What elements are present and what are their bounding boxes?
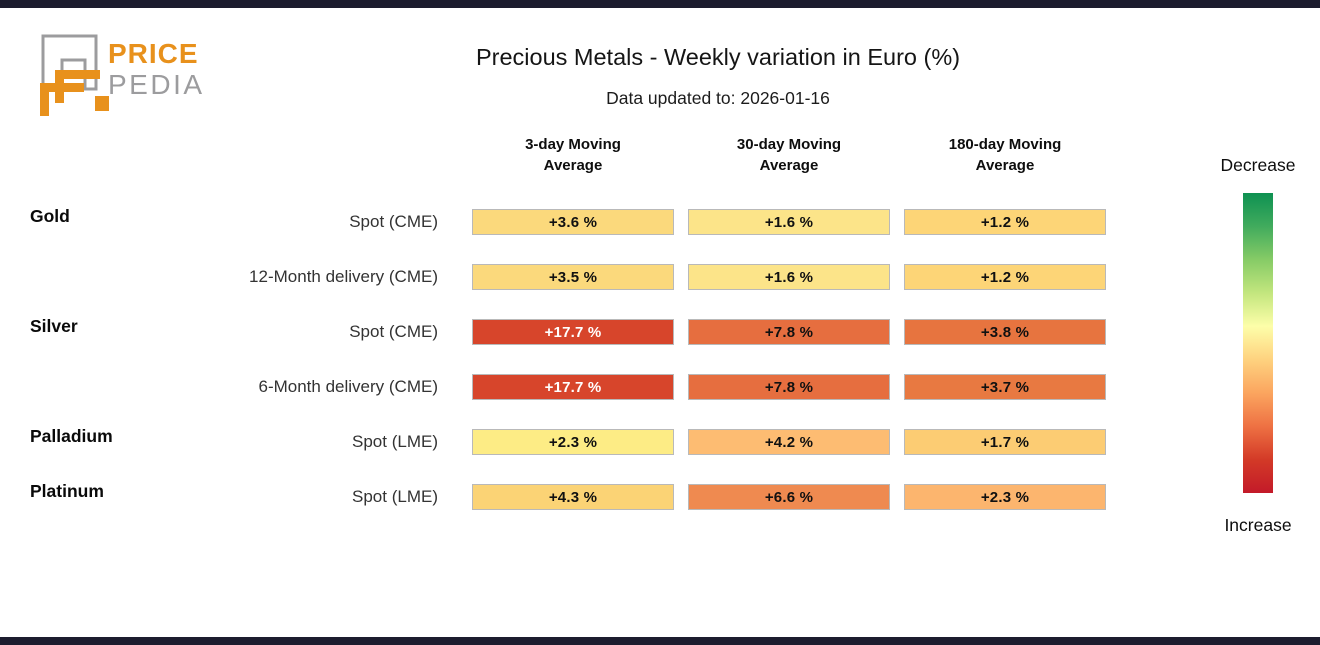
heatmap-cell-palladium-spot-3day: +2.3 %	[472, 429, 674, 455]
heatmap-cell-palladium-spot-30day: +4.2 %	[688, 429, 890, 455]
column-header-30day: 30-day Moving Average	[688, 130, 890, 180]
logo-word-pedia: PEDIA	[108, 69, 205, 100]
heatmap-cell-silver-6m-3day: +17.7 %	[472, 374, 674, 400]
pricepedia-logo: PRICE PEDIA	[38, 30, 205, 118]
contract-label: Spot (CME)	[349, 212, 438, 231]
row-label-silver-6month: 6-Month delivery (CME)	[30, 374, 458, 400]
pricepedia-logo-icon	[40, 34, 109, 116]
chart-subtitle: Data updated to: 2026-01-16	[606, 88, 830, 108]
heatmap-cell-platinum-spot-3day: +4.3 %	[472, 484, 674, 510]
heatmap-cell-platinum-spot-30day: +6.6 %	[688, 484, 890, 510]
column-header-label: 180-day Moving Average	[948, 136, 1062, 174]
heatmap-cell-gold-spot-30day: +1.6 %	[688, 209, 890, 235]
column-header-3day: 3-day Moving Average	[472, 130, 674, 180]
column-header-180day: 180-day Moving Average	[904, 130, 1106, 180]
colorbar-gradient	[1243, 193, 1273, 493]
heatmap-cell-silver-spot-180day: +3.8 %	[904, 319, 1106, 345]
colorbar-decrease-label: Decrease	[1220, 155, 1296, 175]
title-block: Precious Metals - Weekly variation in Eu…	[120, 44, 1316, 109]
contract-label: Spot (CME)	[349, 322, 438, 341]
metal-name-gold: Gold	[30, 205, 70, 226]
row-label-palladium-spot: Palladium Spot (LME)	[30, 425, 458, 455]
heatmap-cell-palladium-spot-180day: +1.7 %	[904, 429, 1106, 455]
chart-title: Precious Metals - Weekly variation in Eu…	[475, 44, 961, 70]
row-label-gold-12month: 12-Month delivery (CME)	[30, 264, 458, 290]
heatmap-cell-gold-spot-3day: +3.6 %	[472, 209, 674, 235]
heatmap-cell-gold-12m-3day: +3.5 %	[472, 264, 674, 290]
heatmap-cell-silver-spot-30day: +7.8 %	[688, 319, 890, 345]
contract-label: Spot (LME)	[352, 487, 438, 506]
row-label-gold-spot: Gold Spot (CME)	[30, 205, 458, 235]
colorbar-increase-label: Increase	[1224, 515, 1292, 535]
metal-name-palladium: Palladium	[30, 425, 113, 446]
corner-spacer	[30, 130, 458, 180]
heatmap-cell-gold-12m-30day: +1.6 %	[688, 264, 890, 290]
heatmap-cell-platinum-spot-180day: +2.3 %	[904, 484, 1106, 510]
heatmap-cell-silver-6m-180day: +3.7 %	[904, 374, 1106, 400]
top-border-bar	[0, 0, 1320, 8]
contract-label: 12-Month delivery (CME)	[249, 267, 438, 286]
heatmap-cell-gold-12m-180day: +1.2 %	[904, 264, 1106, 290]
heatmap-table: 3-day Moving Average 30-day Moving Avera…	[30, 130, 1106, 510]
contract-label: Spot (LME)	[352, 432, 438, 451]
metal-name-silver: Silver	[30, 315, 78, 336]
column-header-label: 30-day Moving Average	[736, 136, 842, 174]
bottom-border-bar	[0, 637, 1320, 645]
heatmap-cell-silver-spot-3day: +17.7 %	[472, 319, 674, 345]
heatmap-cell-gold-spot-180day: +1.2 %	[904, 209, 1106, 235]
heatmap-cell-silver-6m-30day: +7.8 %	[688, 374, 890, 400]
logo-word-price: PRICE	[108, 38, 199, 69]
row-label-platinum-spot: Platinum Spot (LME)	[30, 480, 458, 510]
contract-label: 6-Month delivery (CME)	[258, 377, 439, 396]
row-label-silver-spot: Silver Spot (CME)	[30, 315, 458, 345]
column-header-label: 3-day Moving Average	[525, 136, 621, 174]
metal-name-platinum: Platinum	[30, 480, 104, 501]
